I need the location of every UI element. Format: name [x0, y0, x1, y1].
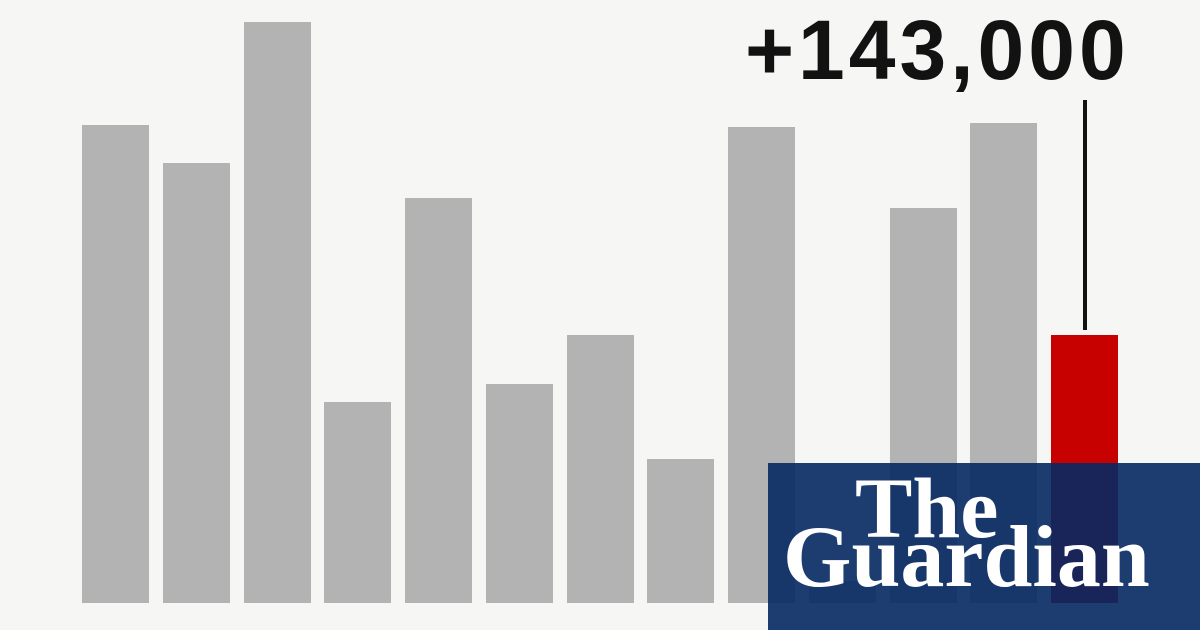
bar — [243, 22, 311, 603]
guardian-logo-box: The Guardian — [768, 463, 1200, 630]
bar — [485, 383, 553, 603]
bar — [566, 335, 634, 603]
bar — [162, 162, 230, 603]
annotation-callout-line — [1082, 100, 1087, 330]
bar — [405, 198, 472, 603]
bar — [324, 402, 392, 603]
annotation-label: +143,000 — [745, 3, 1130, 97]
guardian-logo-guardian: Guardian — [783, 509, 1150, 606]
bar — [82, 125, 149, 603]
guardian-logo-the: The — [855, 460, 999, 556]
bar — [647, 458, 715, 603]
